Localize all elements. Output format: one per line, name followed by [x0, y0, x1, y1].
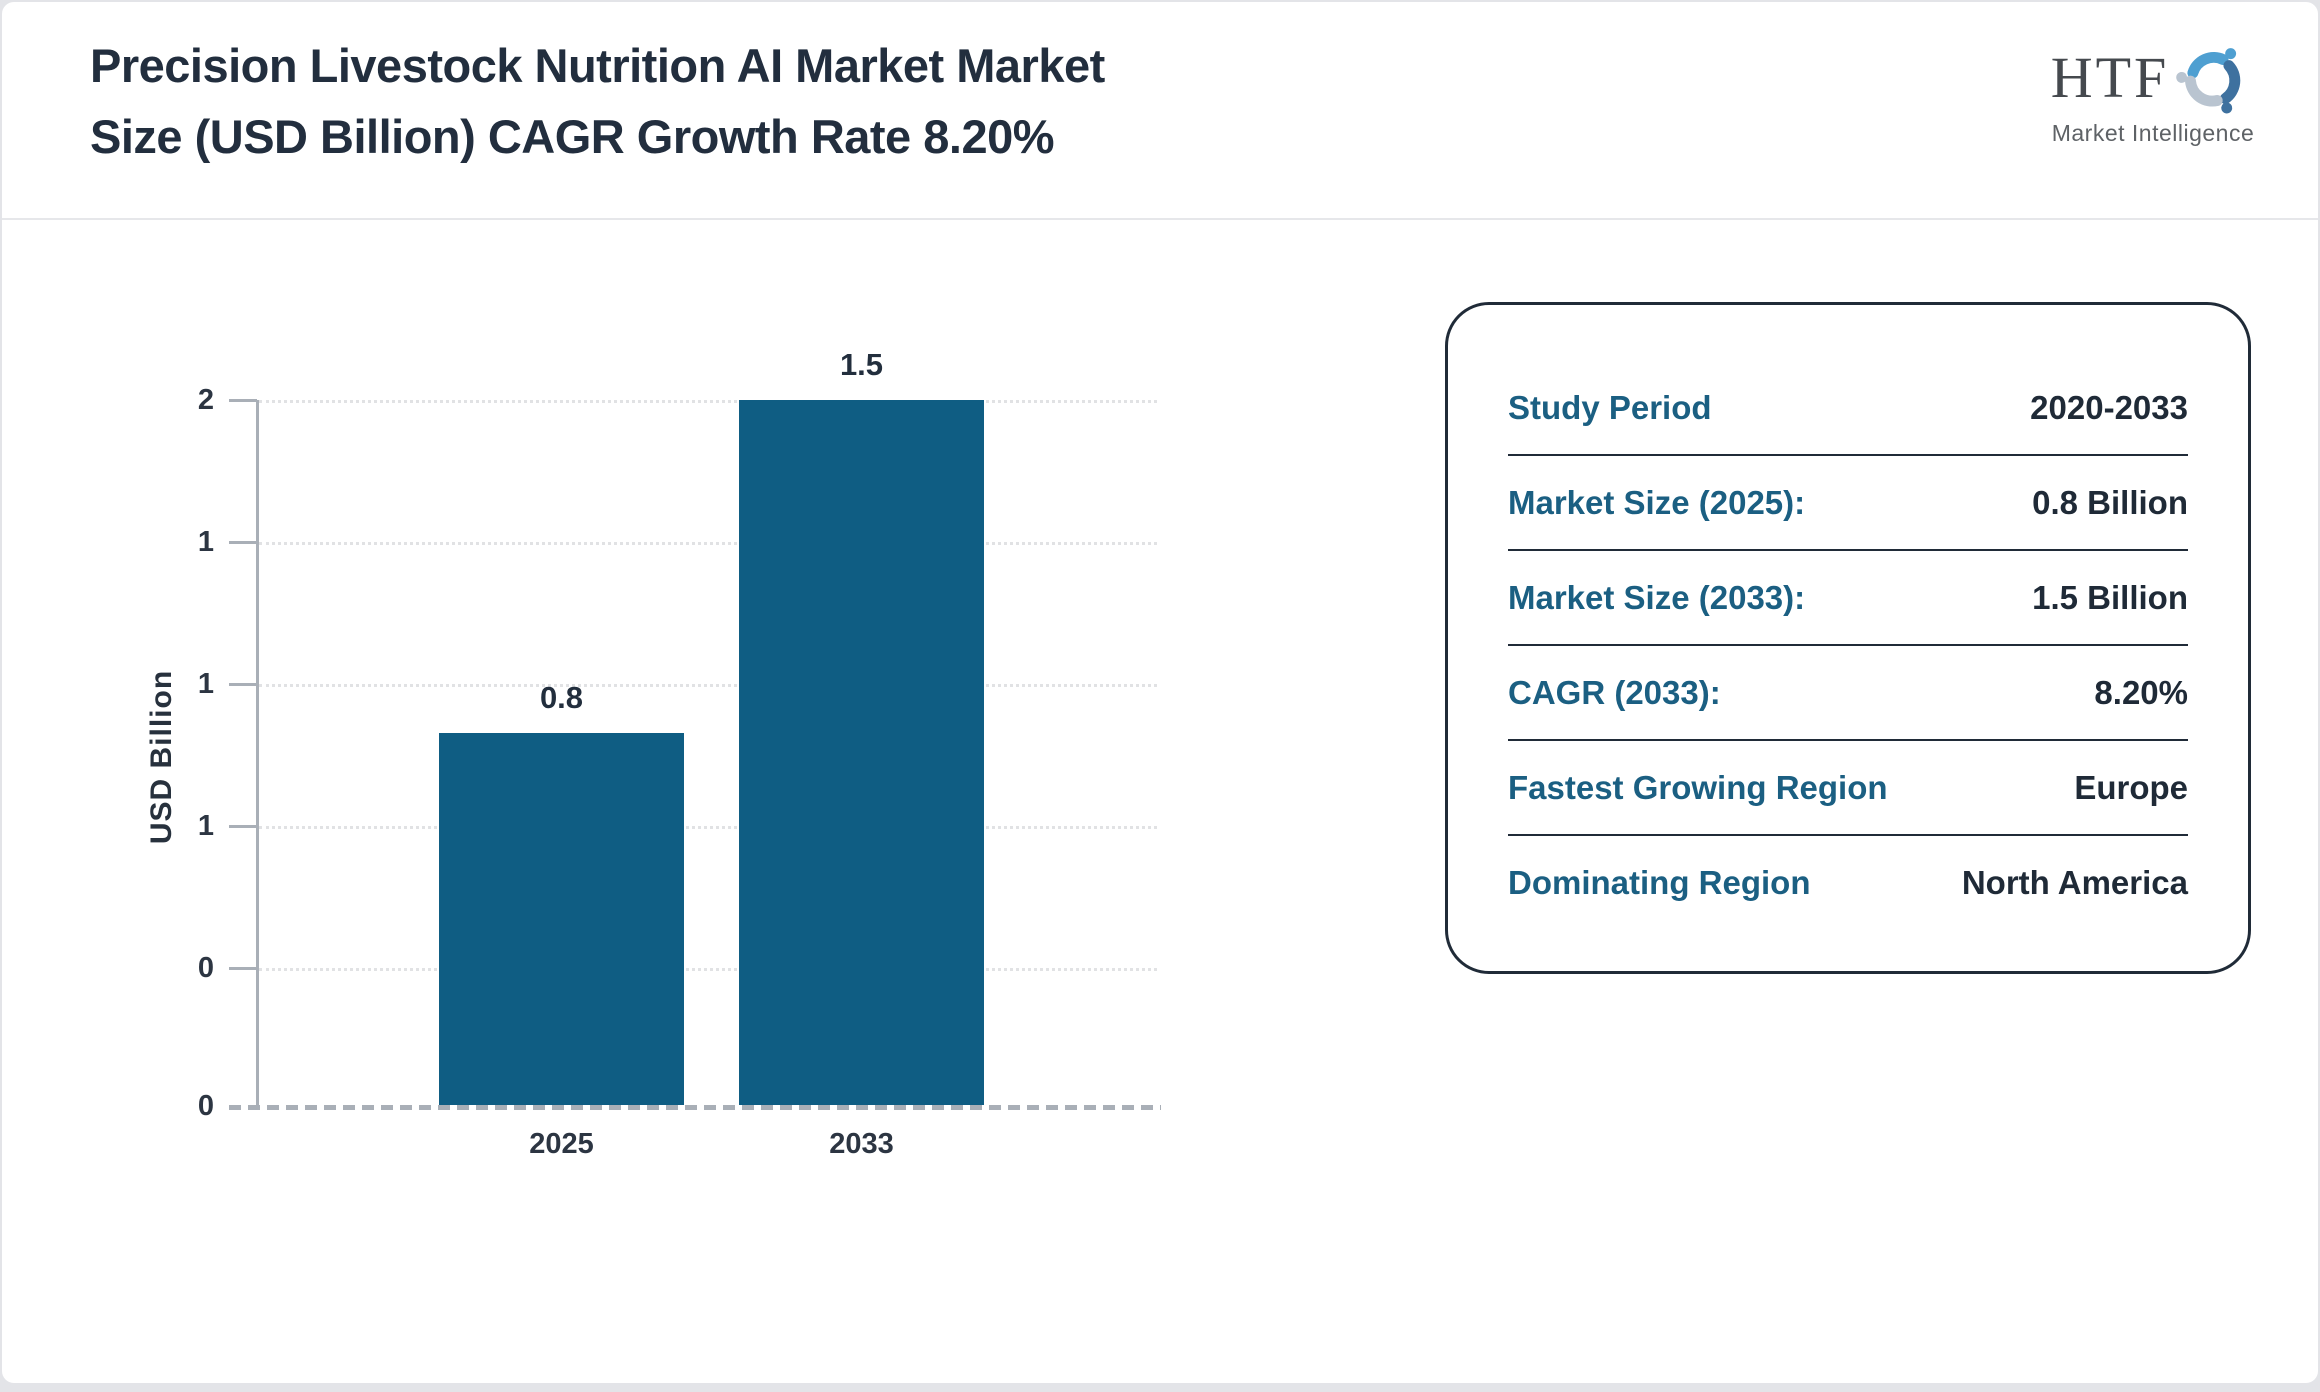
info-value: 2020-2033 [2030, 388, 2188, 426]
bar-value-label-2025: 0.8 [539, 680, 584, 715]
info-row-study-period: Study Period 2020-2033 [1508, 361, 2188, 456]
gridline [259, 968, 1157, 971]
y-tick-mark [229, 967, 257, 970]
logo-brand-text: HTF [2050, 45, 2170, 110]
info-panel: Study Period 2020-2033 Market Size (2025… [1445, 302, 2251, 974]
info-label: CAGR (2033): [1508, 673, 1721, 711]
bar-value-label-2033: 1.5 [839, 347, 884, 382]
y-axis-line [256, 400, 259, 1108]
info-row-market-size-2033: Market Size (2033): 1.5 Billion [1508, 551, 2188, 646]
x-axis-line [229, 1105, 1161, 1110]
x-tick-label-2025: 2025 [529, 1128, 594, 1160]
page-title: Precision Livestock Nutrition AI Market … [90, 30, 1390, 172]
y-tick-mark [229, 683, 257, 686]
bar-2025 [439, 733, 684, 1105]
y-tick-label: 0 [197, 1090, 214, 1122]
info-row-cagr: CAGR (2033): 8.20% [1508, 646, 2188, 741]
y-tick-label: 1 [197, 668, 214, 700]
y-axis-title: USD Billion [145, 669, 178, 845]
gridline [259, 542, 1157, 545]
info-label: Market Size (2033): [1508, 578, 1806, 616]
y-tick-mark [229, 399, 257, 402]
y-tick-mark [229, 541, 257, 544]
info-label: Study Period [1508, 388, 1712, 426]
y-tick-label: 1 [197, 526, 214, 558]
info-value: 8.20% [2094, 673, 2188, 711]
bar-2033 [739, 400, 984, 1105]
y-tick-label: 2 [197, 384, 214, 416]
y-tick-label: 0 [197, 952, 214, 984]
info-value: 1.5 Billion [2032, 578, 2188, 616]
info-value: North America [1961, 863, 2188, 901]
page-title-line-1: Precision Livestock Nutrition AI Market … [90, 39, 1105, 92]
gridline [259, 684, 1157, 687]
y-tick-label: 1 [197, 810, 214, 842]
y-tick-mark [229, 825, 257, 828]
info-value: 0.8 Billion [2032, 483, 2188, 521]
info-row-market-size-2025: Market Size (2025): 0.8 Billion [1508, 456, 2188, 551]
info-label: Market Size (2025): [1508, 483, 1806, 521]
header-divider [2, 218, 2318, 220]
info-row-fastest-growing-region: Fastest Growing Region Europe [1508, 741, 2188, 836]
info-label: Dominating Region [1508, 863, 1811, 901]
logo-tagline: Market Intelligence [2051, 120, 2255, 146]
info-label: Fastest Growing Region [1508, 768, 1888, 806]
page-title-line-2: Size (USD Billion) CAGR Growth Rate 8.20… [90, 110, 1055, 163]
info-value: Europe [2074, 768, 2188, 806]
brand-logo-top: HTF [2048, 36, 2258, 120]
logo-swirl-icon [2176, 48, 2241, 114]
x-tick-label-2033: 2033 [829, 1128, 894, 1160]
gridline [259, 400, 1157, 403]
info-row-dominating-region: Dominating Region North America [1508, 836, 2188, 929]
brand-logo: HTF Market Intelligence [2048, 36, 2258, 147]
gridline [259, 826, 1157, 829]
